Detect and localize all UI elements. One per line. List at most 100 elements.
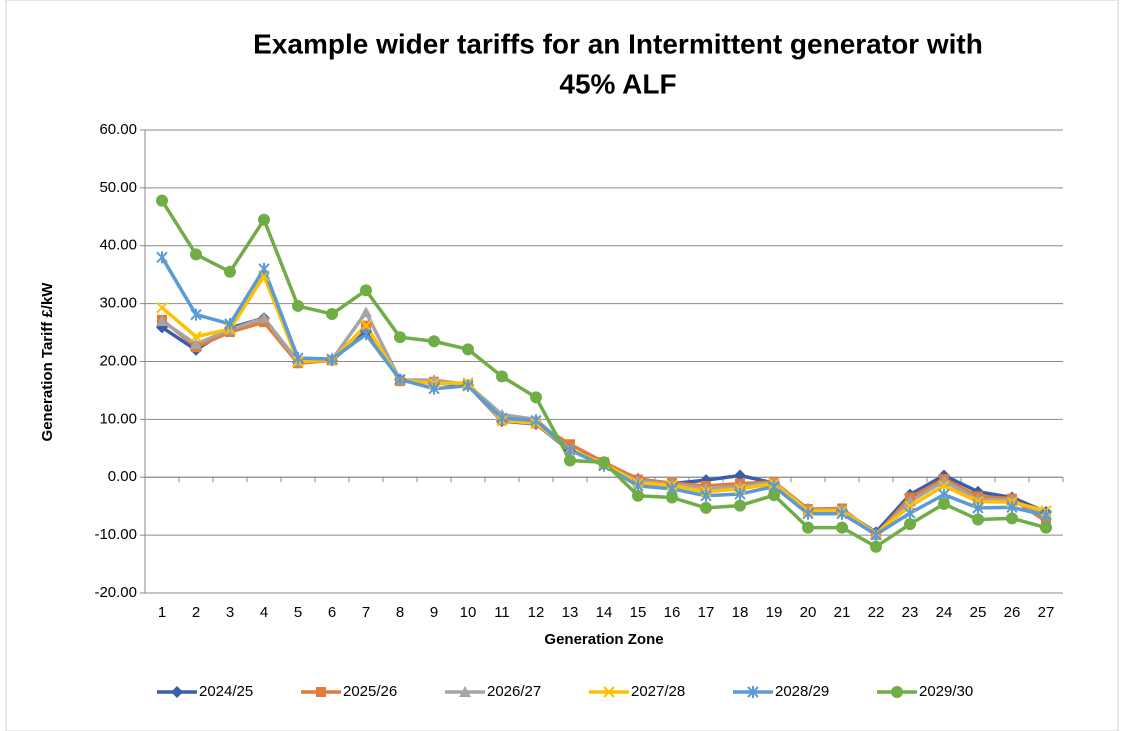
marker [156,314,168,326]
legend-label: 2027/28 [631,683,685,700]
x-tick-label: 5 [294,604,302,621]
marker [734,480,746,492]
chart-title: Example wider tariffs for an Intermitten… [253,28,983,59]
marker [870,540,882,553]
marker [360,306,372,318]
marker [156,301,168,314]
x-tick-label: 23 [902,604,919,621]
marker [530,391,542,404]
marker [564,444,576,457]
marker [292,352,304,365]
marker [360,328,372,341]
x-tick-label: 6 [328,604,336,621]
legend-marker [171,686,183,698]
legend-marker [747,686,759,698]
marker [700,501,712,514]
marker [224,265,236,278]
marker [190,338,202,350]
marker [836,507,848,520]
y-tick-label: 20.00 [99,352,137,369]
x-tick-label: 20 [800,604,817,621]
marker [496,412,508,425]
marker-stroke [156,301,168,314]
x-tick-label: 10 [460,604,477,621]
legend-marker [603,686,615,698]
legend-label: 2029/30 [919,683,973,700]
marker [462,379,474,392]
marker [360,319,372,332]
marker [326,353,338,366]
marker-stroke [190,330,202,343]
marker [1040,521,1052,534]
legend-marker [891,686,903,698]
x-tick-label: 17 [698,604,715,621]
marker [1006,501,1018,514]
marker [1006,494,1018,506]
marker [258,213,270,226]
marker [1040,509,1052,522]
x-tick-label: 22 [868,604,885,621]
marker [258,312,270,324]
x-tick-label: 12 [528,604,545,621]
x-tick-label: 7 [362,604,370,621]
marker [938,480,950,492]
x-tick-label: 15 [630,604,647,621]
marker [156,251,168,264]
y-tick-label: 30.00 [99,295,137,312]
marker [428,382,440,395]
marker [700,489,712,502]
marker-stroke [938,480,950,492]
legend-label: 2025/26 [343,683,397,700]
y-tick-label: 40.00 [99,237,137,254]
x-tick-label: 25 [970,604,987,621]
marker [224,317,236,330]
x-tick-label: 1 [158,604,166,621]
marker [394,373,406,386]
marker [190,330,202,343]
legend-label: 2026/27 [487,683,541,700]
y-tick-label: 60.00 [99,121,137,138]
marker [802,521,814,534]
x-axis-title: Generation Zone [544,631,663,648]
legend-label: 2024/25 [199,683,253,700]
marker [700,482,712,494]
x-tick-label: 11 [494,604,510,621]
marker [904,518,916,531]
x-tick-label: 18 [732,604,749,621]
legend-marker [316,687,326,697]
marker [734,488,746,501]
marker [156,194,168,207]
x-tick-label: 3 [226,604,234,621]
marker [938,497,950,510]
legend-marker [459,686,471,697]
marker [428,374,440,386]
x-tick-label: 14 [596,604,613,621]
marker [870,528,882,541]
x-tick-label: 24 [936,604,953,621]
legend-label: 2028/29 [775,683,829,700]
x-tick-label: 13 [562,604,579,621]
x-tick-label: 26 [1004,604,1021,621]
marker [292,299,304,312]
y-tick-label: -10.00 [94,526,137,543]
marker [258,262,270,275]
marker [496,370,508,383]
marker [802,507,814,520]
marker [564,454,576,467]
x-tick-label: 9 [430,604,438,621]
marker-stroke [360,319,372,332]
marker [904,507,916,520]
marker [326,308,338,321]
marker [462,343,474,356]
marker [666,491,678,504]
x-tick-label: 4 [260,604,268,621]
marker [734,499,746,512]
y-axis-title: Generation Tariff £/kW [39,282,56,442]
x-tick-label: 19 [766,604,783,621]
marker [972,493,984,505]
y-tick-label: 10.00 [99,410,137,427]
marker [972,513,984,526]
x-tick-label: 8 [396,604,404,621]
marker [972,501,984,514]
